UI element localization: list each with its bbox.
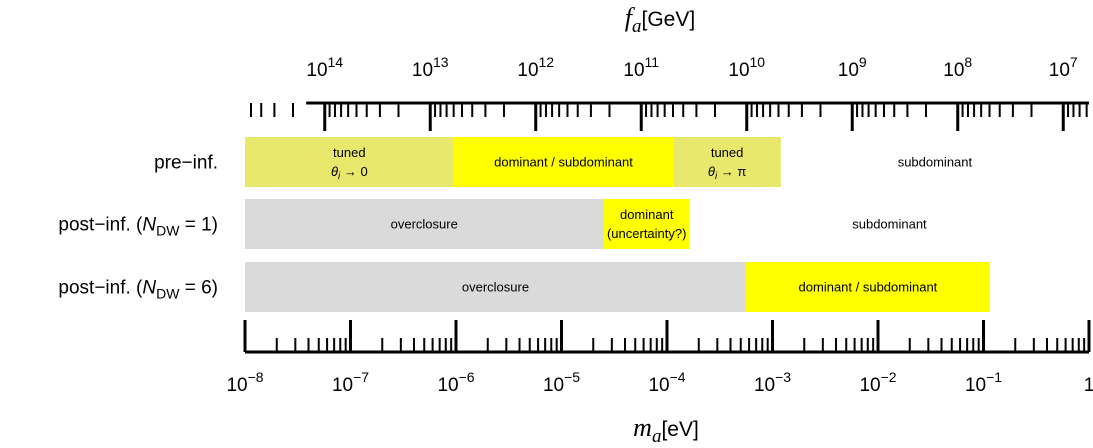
bottom-tick-label: 10−3 — [754, 369, 791, 396]
top-tick-label: 1010 — [728, 54, 765, 81]
band-labels-layer: tuned θi → 0 dominant / subdominant tuned θi… — [331, 145, 973, 295]
bottom-tick-label: 10−1 — [965, 369, 1002, 396]
band-label-0-2-1: θi → π — [708, 164, 747, 182]
band-label-0-2-0: tuned — [711, 145, 744, 160]
row-labels-layer: pre−inf. post−inf. (NDW = 1) post−inf. (ND… — [58, 153, 218, 302]
band-0-1 — [453, 137, 674, 187]
band-2-1 — [745, 262, 990, 312]
bottom-tick-label: 10−8 — [226, 369, 263, 396]
top-tick-label: 108 — [943, 54, 972, 81]
bottom-tick-label: 10−7 — [332, 369, 369, 396]
band-label-1-0-0: overclosure — [391, 217, 458, 232]
top-tick-label: 1013 — [412, 54, 449, 81]
row-label-2: post−inf. (NDW = 6) — [58, 278, 218, 302]
bottom-tick-label: 10−4 — [648, 369, 685, 396]
band-label-0-0-1: θi → 0 — [331, 164, 368, 182]
bottom-tick-label: 1 — [1084, 375, 1093, 396]
band-label-1-2-0: subdominant — [852, 217, 927, 232]
band-label-1-1-0: dominant — [620, 207, 674, 222]
band-0-2 — [673, 137, 781, 187]
top-tick-label: 1012 — [517, 54, 554, 81]
bottom-axis: 10−8 10−7 10−6 10−5 10−4 10−3 10−2 10−1 1 — [226, 320, 1093, 396]
bottom-axis-title: ma[eV] — [633, 413, 699, 447]
top-tick-label: 107 — [1049, 54, 1078, 81]
row-label-1: post−inf. (NDW = 1) — [58, 215, 218, 239]
bottom-tick-label: 10−5 — [543, 369, 580, 396]
band-label-0-0-0: tuned — [333, 145, 366, 160]
top-tick-label: 1014 — [306, 54, 343, 81]
band-label-0-1-0: dominant / subdominant — [494, 155, 633, 170]
band-label-2-0-0: overclosure — [462, 280, 529, 295]
band-0-0 — [245, 137, 454, 187]
bands-layer — [245, 137, 990, 312]
band-label-1-1-1: (uncertainty?) — [607, 226, 686, 241]
bottom-tick-label: 10−2 — [859, 369, 896, 396]
band-label-0-3-0: subdominant — [898, 155, 973, 170]
top-tick-label: 1011 — [623, 54, 659, 81]
band-1-0 — [245, 199, 604, 249]
band-2-0 — [245, 262, 746, 312]
band-label-2-1-0: dominant / subdominant — [799, 280, 938, 295]
top-axis: 1014 1013 1012 1011 1010 109 108 107 — [250, 54, 1089, 131]
band-1-1 — [603, 199, 690, 249]
top-axis-title: fa[GeV] — [625, 3, 695, 37]
row-label-0: pre−inf. — [154, 153, 218, 174]
top-tick-label: 109 — [838, 54, 867, 81]
bottom-tick-label: 10−6 — [437, 369, 474, 396]
